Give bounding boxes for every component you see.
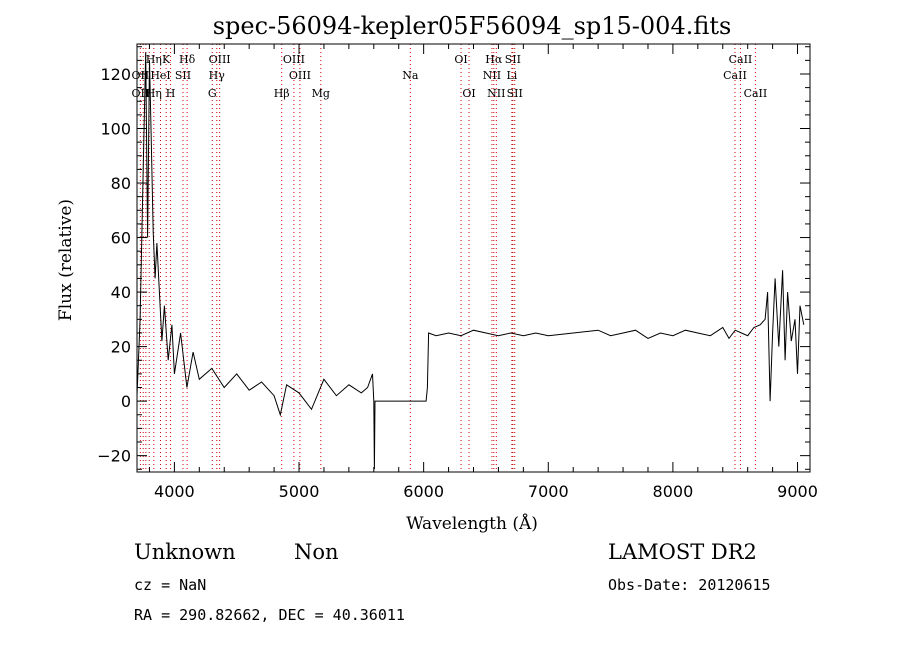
line-label-10: HeI	[150, 69, 170, 82]
y-tick-label-2: 20	[111, 338, 131, 357]
line-label-4: OIII	[283, 53, 305, 66]
y-tick-label-1: 0	[121, 392, 131, 411]
x-tick-label-4: 8000	[653, 482, 694, 501]
spectrum-line-0	[137, 52, 805, 470]
line-label-14: Na	[402, 69, 419, 82]
x-tick-label-0: 4000	[154, 482, 195, 501]
line-label-17: CaII	[723, 69, 747, 82]
x-tick-label-2: 6000	[403, 482, 444, 501]
line-label-27: CaII	[744, 87, 768, 100]
line-label-6: Hα	[485, 53, 503, 66]
plot-frame	[136, 43, 811, 473]
y-axis-ticks: −20 0 20 40 60 80 100 120	[97, 46, 810, 470]
subclass-label: Non	[294, 540, 339, 564]
y-tick-label-4: 60	[111, 229, 131, 248]
line-label-11: SII	[175, 69, 191, 82]
redshift-text: cz = NaN	[134, 576, 207, 594]
x-axis-ticks: 4000 5000 6000 7000 8000 9000	[148, 44, 818, 501]
line-label-24: OI	[462, 87, 475, 100]
line-label-1: K	[162, 53, 171, 66]
line-label-5: OI	[454, 53, 467, 66]
line-label-13: OIII	[289, 69, 311, 82]
obs-date-text: Obs-Date: 20120615	[608, 576, 771, 594]
y-axis-label: Flux (relative)	[56, 199, 76, 321]
y-tick-label-5: 80	[111, 174, 131, 193]
x-tick-label-3: 7000	[528, 482, 569, 501]
line-label-3: OIII	[209, 53, 231, 66]
line-label-22: Hβ	[274, 87, 290, 100]
line-label-9: OII	[132, 69, 150, 82]
line-label-8: CaII	[729, 53, 753, 66]
y-tick-label-0: −20	[97, 447, 131, 466]
emission-line-markers	[139, 44, 756, 472]
line-label-21: G	[208, 87, 217, 100]
line-label-15: NII	[483, 69, 501, 82]
line-label-26: SII	[507, 87, 523, 100]
line-label-0: Hη	[146, 53, 162, 66]
y-tick-label-3: 40	[111, 283, 131, 302]
line-label-20: H	[166, 87, 176, 100]
line-label-23: Mg	[312, 87, 330, 100]
class-label: Unknown	[134, 540, 236, 564]
y-tick-label-6: 100	[100, 120, 131, 139]
line-label-25: NII	[487, 87, 505, 100]
spectrum-series	[137, 52, 805, 470]
x-tick-label-1: 5000	[279, 482, 320, 501]
line-label-2: Hδ	[179, 53, 196, 66]
line-label-16: Li	[506, 69, 517, 82]
chart-title: spec-56094-kepler05F56094_sp15-004.fits	[213, 12, 732, 40]
x-axis-label: Wavelength (Å)	[406, 513, 538, 534]
line-label-19: Hη	[146, 87, 162, 100]
line-label-7: SII	[505, 53, 521, 66]
x-tick-label-5: 9000	[777, 482, 818, 501]
coordinates-text: RA = 290.82662, DEC = 40.36011	[134, 606, 405, 624]
y-tick-label-7: 120	[100, 65, 131, 84]
survey-label: LAMOST DR2	[608, 540, 757, 564]
line-label-12: Hγ	[209, 69, 226, 82]
